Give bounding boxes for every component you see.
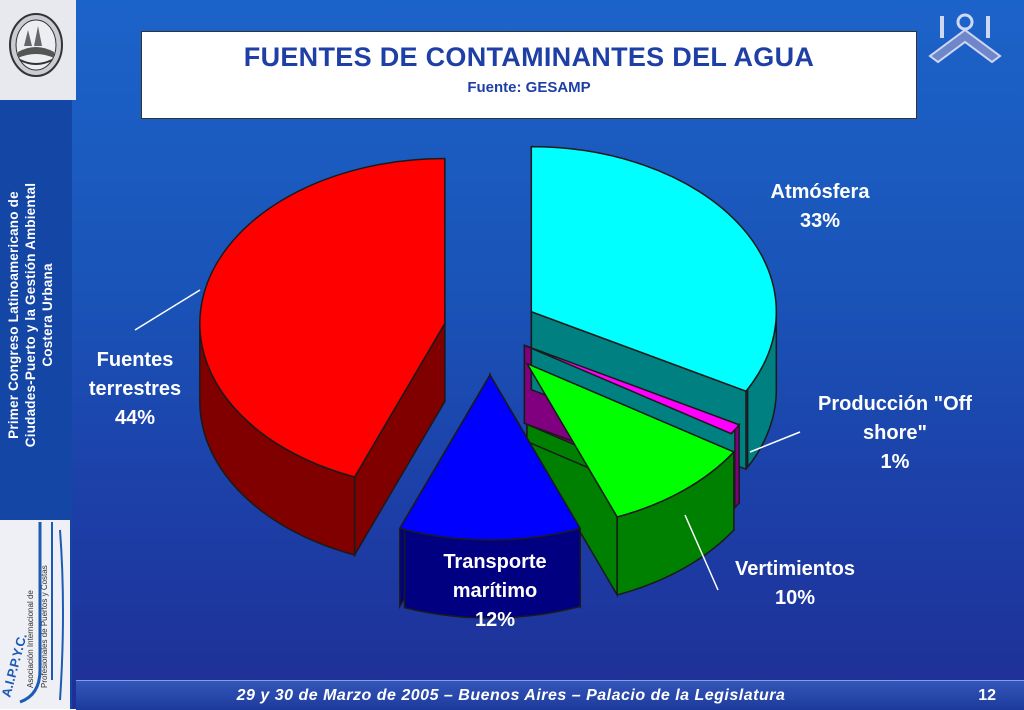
category-label-fuentes-terrestres: Fuentes: [97, 349, 174, 371]
slice-fuentes-terrestres: [199, 157, 446, 478]
category-label-produccion-off-shore: shore": [863, 422, 927, 444]
label-transporte-maritimo: Transporte marítimo 12%: [443, 551, 546, 631]
label-vertimientos: Vertimientos 10%: [735, 558, 855, 609]
footer-text: 29 y 30 de Marzo de 2005 – Buenos Aires …: [236, 687, 786, 704]
city-crest-icon: [9, 13, 63, 77]
slice-atmosfera: [530, 145, 777, 393]
value-label-produccion-off-shore: 1%: [881, 451, 910, 473]
leader-line-produccion-off-shore: [749, 431, 801, 453]
aippyc-logo: A.I.P.P.Y.C.: [0, 522, 64, 704]
slice-tops-layer: [199, 145, 777, 541]
aippyc-logo-box: [0, 520, 70, 709]
value-label-fuentes-terrestres: 44%: [115, 407, 155, 429]
category-label-transporte-maritimo: marítimo: [453, 580, 537, 602]
value-label-transporte-maritimo: 12%: [475, 609, 515, 631]
chart-subtitle: Fuente: GESAMP: [467, 79, 591, 96]
footer-bar: 29 y 30 de Marzo de 2005 – Buenos Aires …: [76, 680, 1024, 710]
leader-line-vertimientos: [684, 514, 719, 591]
slice-vertimientos: [525, 361, 736, 518]
category-label-produccion-off-shore: Producción "Off: [818, 393, 972, 415]
label-atmosfera: Atmósfera 33%: [771, 181, 871, 232]
label-produccion-off-shore: Producción "Off shore" 1%: [818, 393, 972, 473]
category-label-vertimientos: Vertimientos: [735, 558, 855, 580]
labels-layer: Atmósfera 33% Producción "Off shore" 1% Verti…: [89, 181, 972, 631]
leader-line-fuentes-terrestres: [134, 289, 201, 331]
value-label-vertimientos: 10%: [775, 587, 815, 609]
value-label-atmosfera: 33%: [800, 210, 840, 232]
label-fuentes-terrestres: Fuentes terrestres 44%: [89, 349, 181, 429]
category-label-fuentes-terrestres: terrestres: [89, 378, 181, 400]
category-label-atmosfera: Atmósfera: [771, 181, 871, 203]
slice-side-produccion-off-shore: [734, 422, 740, 510]
slice-transporte-maritimo: [398, 373, 582, 541]
slice-produccion-off-shore: [524, 344, 741, 435]
anchor-logo-icon: [928, 13, 1002, 64]
slice-side-transporte-maritimo: [403, 527, 581, 619]
page-number: 12: [978, 687, 996, 704]
category-label-transporte-maritimo: Transporte: [443, 551, 546, 573]
title-box: FUENTES DE CONTAMINANTES DEL AGUA Fuente…: [141, 31, 917, 119]
crest-logo-box: [0, 0, 76, 100]
chart-title: FUENTES DE CONTAMINANTES DEL AGUA: [243, 42, 815, 72]
